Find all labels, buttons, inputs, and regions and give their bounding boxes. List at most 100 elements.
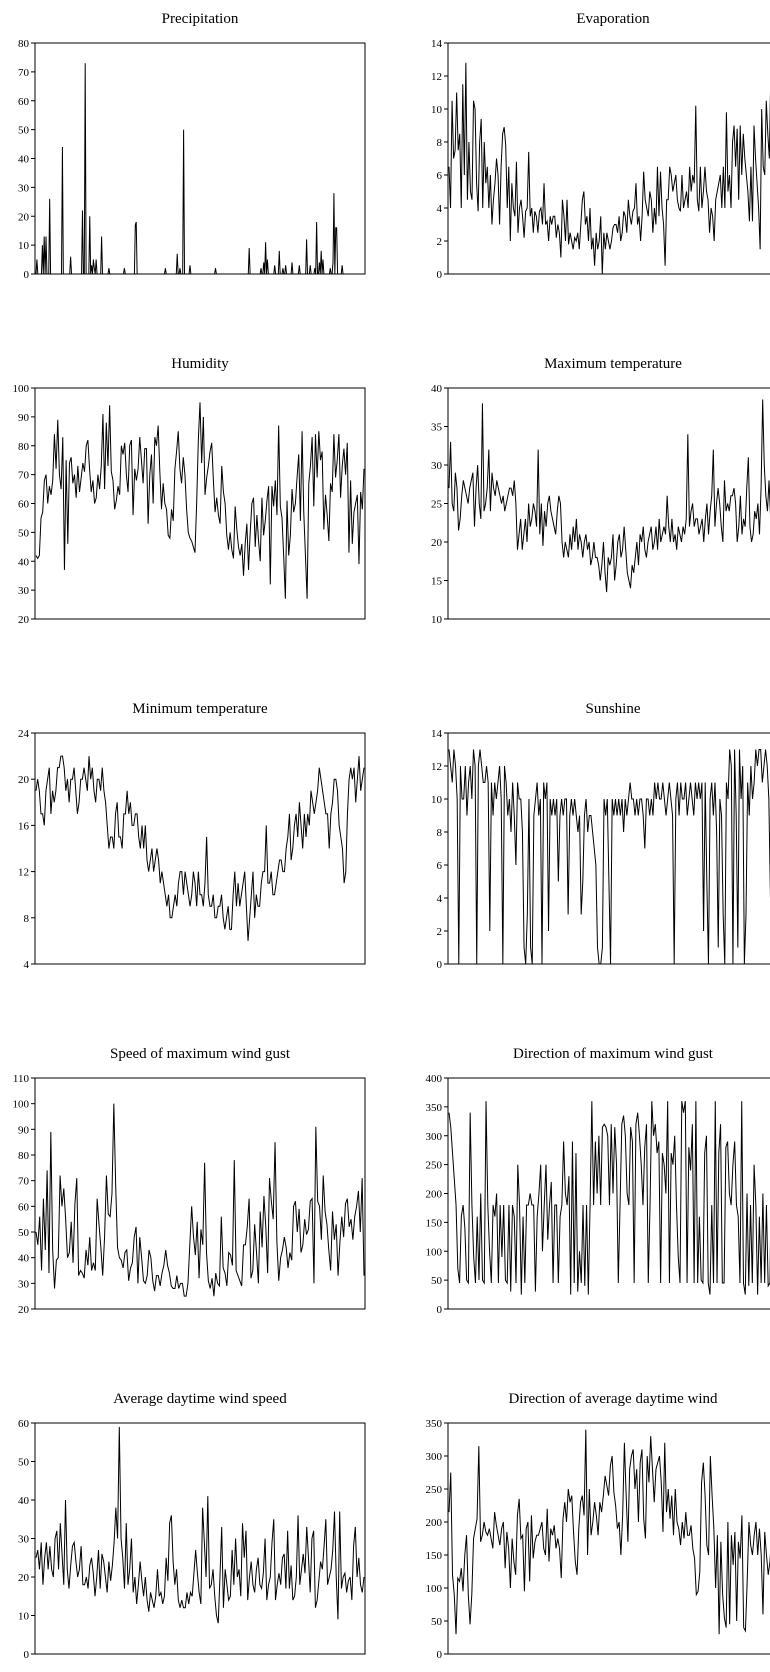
y-tick-label: 6 xyxy=(437,860,443,872)
y-tick-label: 80 xyxy=(18,1150,30,1162)
y-tick-label: 30 xyxy=(18,1534,30,1546)
y-tick-label: 70 xyxy=(18,67,30,79)
y-tick-label: 25 xyxy=(431,499,443,511)
y-tick-label: 6 xyxy=(437,170,443,182)
y-tick-label: 300 xyxy=(426,1131,443,1143)
plot-frame xyxy=(448,1423,770,1654)
series-line-0 xyxy=(36,1427,364,1623)
series-line-0 xyxy=(449,1101,770,1294)
y-tick-label: 8 xyxy=(437,137,443,149)
y-tick-label: 4 xyxy=(24,959,30,971)
y-tick-label: 8 xyxy=(437,827,443,839)
y-tick-label: 50 xyxy=(431,1616,443,1628)
panel-direction-of-maximum-wind-gust: Direction of maximum wind gust 0 50 100 150 2… xyxy=(426,1046,770,1316)
y-tick-label: 0 xyxy=(437,269,443,281)
y-tick-label: 35 xyxy=(431,422,443,434)
y-tick-label: 40 xyxy=(18,556,30,568)
y-tick-label: 60 xyxy=(18,1201,30,1213)
chart-title: Direction of maximum wind gust xyxy=(513,1046,714,1062)
y-tick-label: 20 xyxy=(18,1572,30,1584)
y-tick-label: 12 xyxy=(431,71,442,83)
y-tick-label: 10 xyxy=(431,794,443,806)
y-tick-label: 100 xyxy=(426,1246,443,1258)
y-tick-label: 0 xyxy=(437,1304,443,1316)
series-line-0 xyxy=(36,756,364,941)
y-tick-label: 20 xyxy=(18,1304,30,1316)
y-tick-label: 40 xyxy=(18,1253,30,1265)
y-tick-label: 40 xyxy=(431,383,443,395)
y-tick-label: 30 xyxy=(18,1278,30,1290)
chart-title: Sunshine xyxy=(585,701,640,717)
chart-title: Minimum temperature xyxy=(132,701,268,717)
y-tick-label: 50 xyxy=(18,1227,30,1239)
y-tick-label: 400 xyxy=(426,1073,443,1085)
series-line-0 xyxy=(449,63,770,274)
y-tick-label: 10 xyxy=(431,614,443,626)
panel-average-daytime-wind-speed: Average daytime wind speed 0 10 20 30 40 50 60 xyxy=(18,1391,365,1661)
series-line-0 xyxy=(449,400,770,593)
y-tick-label: 14 xyxy=(431,38,443,50)
y-tick-label: 16 xyxy=(18,820,30,832)
plot-frame xyxy=(448,388,770,619)
series-line-0 xyxy=(449,750,770,965)
y-tick-label: 10 xyxy=(18,1611,30,1623)
y-tick-label: 20 xyxy=(18,774,30,786)
y-tick-label: 80 xyxy=(18,38,30,50)
y-tick-label: 300 xyxy=(426,1451,443,1463)
chart-title: Direction of average daytime wind xyxy=(508,1391,718,1407)
y-tick-label: 100 xyxy=(13,1099,30,1111)
series-line-0 xyxy=(36,63,364,274)
y-tick-label: 100 xyxy=(13,383,30,395)
chart-title: Humidity xyxy=(171,356,229,372)
y-tick-label: 60 xyxy=(18,96,30,108)
y-tick-label: 200 xyxy=(426,1189,443,1201)
y-tick-label: 50 xyxy=(18,125,30,137)
y-tick-label: 70 xyxy=(18,470,30,482)
y-tick-label: 0 xyxy=(24,269,30,281)
y-tick-label: 150 xyxy=(426,1550,443,1562)
y-tick-label: 200 xyxy=(426,1517,443,1529)
y-tick-label: 50 xyxy=(431,1275,443,1287)
y-tick-label: 90 xyxy=(18,412,30,424)
y-tick-label: 110 xyxy=(13,1073,30,1085)
y-tick-label: 20 xyxy=(431,537,443,549)
y-tick-label: 350 xyxy=(426,1102,443,1114)
y-tick-label: 10 xyxy=(18,240,30,252)
panel-humidity: Humidity 20 30 40 50 60 70 80 90 100 xyxy=(13,356,366,626)
y-tick-label: 10 xyxy=(431,104,443,116)
y-tick-label: 80 xyxy=(18,441,30,453)
y-tick-label: 30 xyxy=(18,585,30,597)
chart-title: Average daytime wind speed xyxy=(113,1391,287,1407)
chart-title: Speed of maximum wind gust xyxy=(110,1046,291,1062)
y-tick-label: 250 xyxy=(426,1160,443,1172)
y-tick-label: 12 xyxy=(18,867,29,879)
y-tick-label: 20 xyxy=(18,211,30,223)
panel-minimum-temperature: Minimum temperature 4 8 12 16 20 24 xyxy=(18,701,365,971)
y-tick-label: 90 xyxy=(18,1124,30,1136)
panel-direction-of-average-daytime-wind: Direction of average daytime wind 0 50 100 1… xyxy=(426,1391,770,1661)
y-tick-label: 40 xyxy=(18,1495,30,1507)
y-tick-label: 24 xyxy=(18,728,30,740)
y-tick-label: 0 xyxy=(437,959,443,971)
y-tick-label: 20 xyxy=(18,614,30,626)
y-tick-label: 30 xyxy=(431,460,443,472)
y-tick-label: 50 xyxy=(18,527,30,539)
series-line-0 xyxy=(449,1430,770,1635)
y-tick-label: 4 xyxy=(437,893,443,905)
y-tick-label: 250 xyxy=(426,1484,443,1496)
plot-frame xyxy=(35,1423,365,1654)
y-tick-label: 50 xyxy=(18,1457,30,1469)
panel-maximum-temperature: Maximum temperature10152025303540 xyxy=(431,356,770,626)
y-tick-label: 2 xyxy=(437,926,443,938)
panel-speed-of-maximum-wind-gust: Speed of maximum wind gust 20 30 40 50 60 70 80… xyxy=(13,1046,366,1316)
plot-frame xyxy=(35,388,365,619)
y-tick-label: 0 xyxy=(437,1649,443,1661)
y-tick-label: 60 xyxy=(18,1418,30,1430)
series-line-0 xyxy=(36,402,364,598)
panel-evaporation: Evaporation 0 2 4 6 8 10 12 14 xyxy=(431,11,770,281)
y-tick-label: 12 xyxy=(431,761,442,773)
panel-precipitation: Precipitation 0 10 20 30 40 50 60 70 80 xyxy=(18,11,365,281)
y-tick-label: 60 xyxy=(18,499,30,511)
y-tick-label: 350 xyxy=(426,1418,443,1430)
